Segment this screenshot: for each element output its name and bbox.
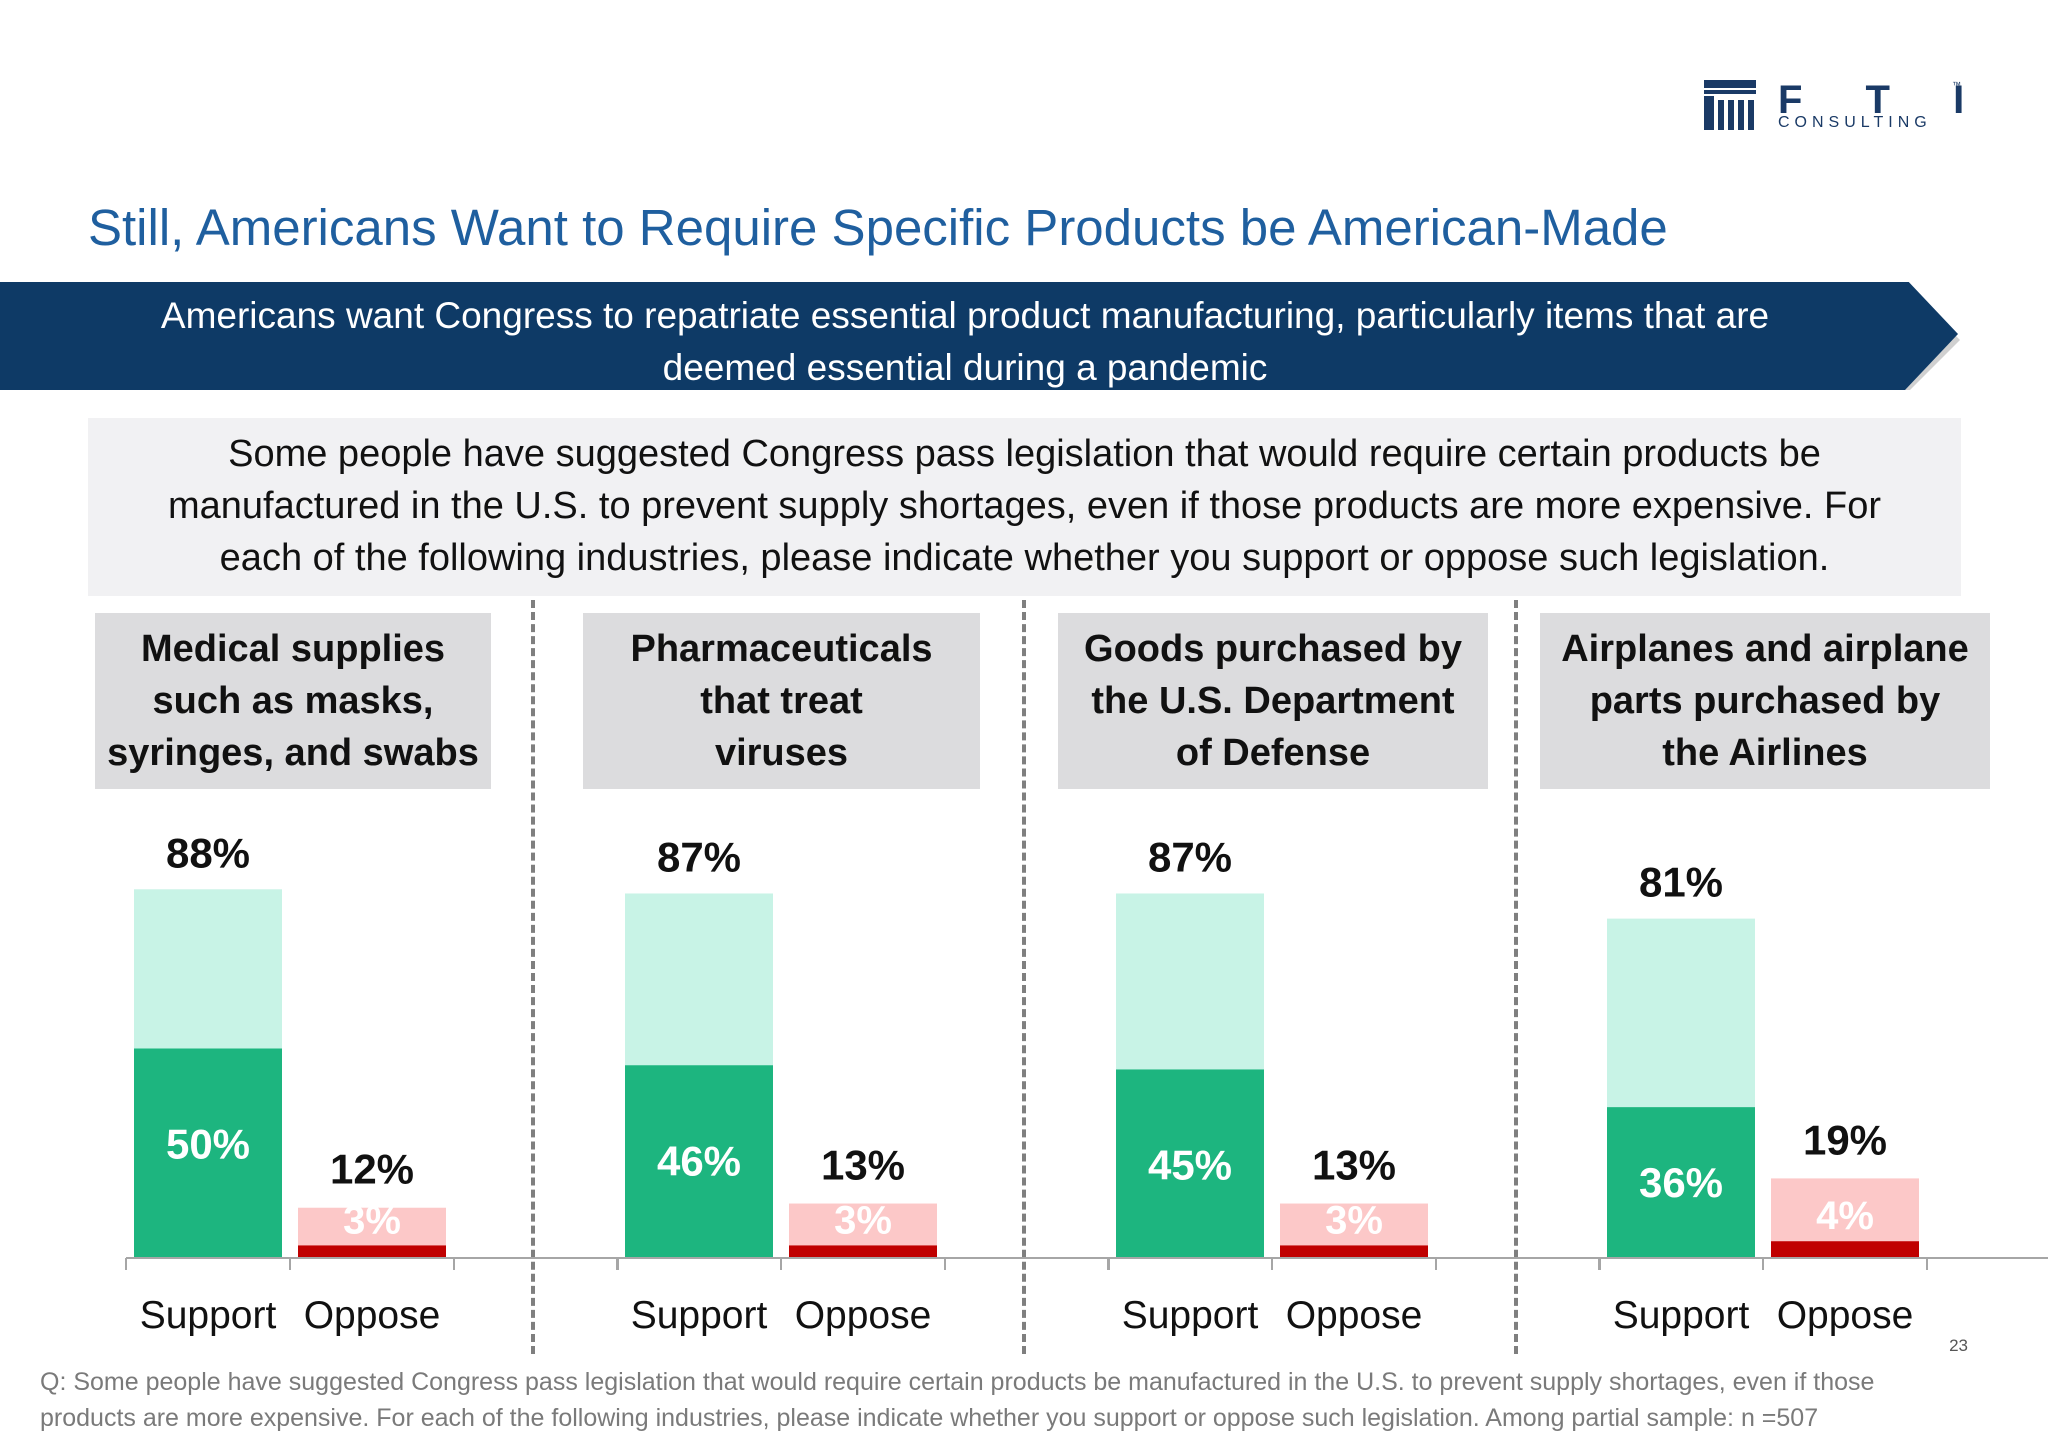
category-label-line: the U.S. Department (1091, 680, 1455, 722)
support-strong-bar (625, 1065, 773, 1258)
oppose-total-label: 13% (1312, 1142, 1396, 1189)
category-label-line: Medical supplies (140, 628, 446, 670)
category-box-defense: Goods purchased by the U.S. Department o… (1058, 613, 1488, 789)
support-oppose-chart: 88% 50% 12% 3% Support Oppose 87% 46% 13% 3% Suppo… (125, 829, 2048, 1337)
category-label-line: the Airlines (1662, 732, 1868, 774)
support-strong-label: 36% (1639, 1159, 1723, 1206)
headline-banner: Americans want Congress to repatriate es… (0, 282, 1960, 394)
banner-line-1: Americans want Congress to repatriate es… (160, 295, 1770, 336)
category-label-line: viruses (714, 732, 849, 774)
x-label-support: Support (140, 1294, 277, 1337)
category-box-pharmaceuticals: Pharmaceuticals that treat viruses (583, 613, 980, 789)
category-label-line: Pharmaceuticals (630, 628, 933, 670)
oppose-strong-label: 3% (1325, 1198, 1383, 1242)
category-box-airlines: Airplanes and airplane parts purchased b… (1540, 613, 1990, 789)
banner-arrow-shape (0, 282, 1960, 390)
support-total-label: 81% (1639, 859, 1723, 906)
footnote-line-1: Q: Some people have suggested Congress p… (40, 1368, 1875, 1396)
oppose-strong-label: 3% (834, 1198, 892, 1242)
category-label-line: parts purchased by (1589, 680, 1941, 722)
question-line-1: Some people have suggested Congress pass… (228, 433, 1821, 475)
support-strong-label: 50% (166, 1121, 250, 1168)
x-label-oppose: Oppose (304, 1294, 441, 1337)
logo-trademark: ™ (1952, 80, 1961, 90)
page-title: Still, Americans Want to Require Specifi… (88, 199, 1668, 256)
footnote-line-2: products are more expensive. For each of… (40, 1404, 1819, 1432)
panel-divider (1514, 600, 1518, 1354)
oppose-strong-label: 4% (1816, 1194, 1874, 1238)
fti-building-icon (1704, 80, 1756, 130)
x-label-support: Support (1122, 1294, 1259, 1337)
x-label-support: Support (1613, 1294, 1750, 1337)
support-total-label: 87% (657, 833, 741, 880)
support-total-label: 88% (166, 829, 250, 876)
category-label-line: Airplanes and airplane (1561, 628, 1969, 670)
category-box-medical-supplies: Medical supplies such as masks, syringes… (95, 613, 491, 789)
support-strong-label: 45% (1148, 1141, 1232, 1188)
footnote: Q: Some people have suggested Congress p… (40, 1364, 2030, 1436)
support-strong-bar (134, 1048, 282, 1258)
x-label-oppose: Oppose (1777, 1294, 1914, 1337)
question-line-2: manufactured in the U.S. to prevent supp… (167, 485, 1882, 527)
category-label-line: Goods purchased by (1084, 628, 1462, 670)
panel-divider (531, 600, 535, 1354)
oppose-total-label: 12% (330, 1146, 414, 1193)
survey-question-box: Some people have suggested Congress pass… (88, 418, 1961, 596)
x-label-oppose: Oppose (1286, 1294, 1423, 1337)
page-number: 23 (1949, 1336, 1968, 1355)
logo-tagline: CONSULTING (1778, 114, 1932, 131)
category-label-line: such as masks, (152, 680, 434, 722)
x-label-oppose: Oppose (795, 1294, 932, 1337)
survey-question-text: Some people have suggested Congress pass… (98, 428, 1951, 584)
support-strong-bar (1607, 1107, 1755, 1258)
oppose-strong-label: 3% (343, 1198, 401, 1242)
support-strong-bar (1116, 1069, 1264, 1258)
oppose-strong-bar (1280, 1245, 1428, 1258)
question-line-3: each of the following industries, please… (219, 537, 1830, 579)
oppose-strong-bar (298, 1245, 446, 1258)
x-label-support: Support (631, 1294, 768, 1337)
oppose-total-label: 19% (1803, 1116, 1887, 1163)
banner-text: Americans want Congress to repatriate es… (40, 290, 1890, 394)
oppose-strong-bar (1771, 1241, 1919, 1258)
category-label-line: that treat (700, 680, 863, 722)
oppose-strong-bar (789, 1245, 937, 1258)
fti-logo: F T I ™ CONSULTING (1702, 78, 1964, 138)
banner-line-2: deemed essential during a pandemic (662, 347, 1268, 388)
category-label-line: of Defense (1175, 732, 1371, 774)
logo-wordmark: F T I (1778, 78, 1991, 122)
support-strong-label: 46% (657, 1137, 741, 1184)
category-label-line: syringes, and swabs (107, 732, 479, 774)
panel-divider (1022, 600, 1026, 1354)
support-total-label: 87% (1148, 833, 1232, 880)
oppose-total-label: 13% (821, 1142, 905, 1189)
